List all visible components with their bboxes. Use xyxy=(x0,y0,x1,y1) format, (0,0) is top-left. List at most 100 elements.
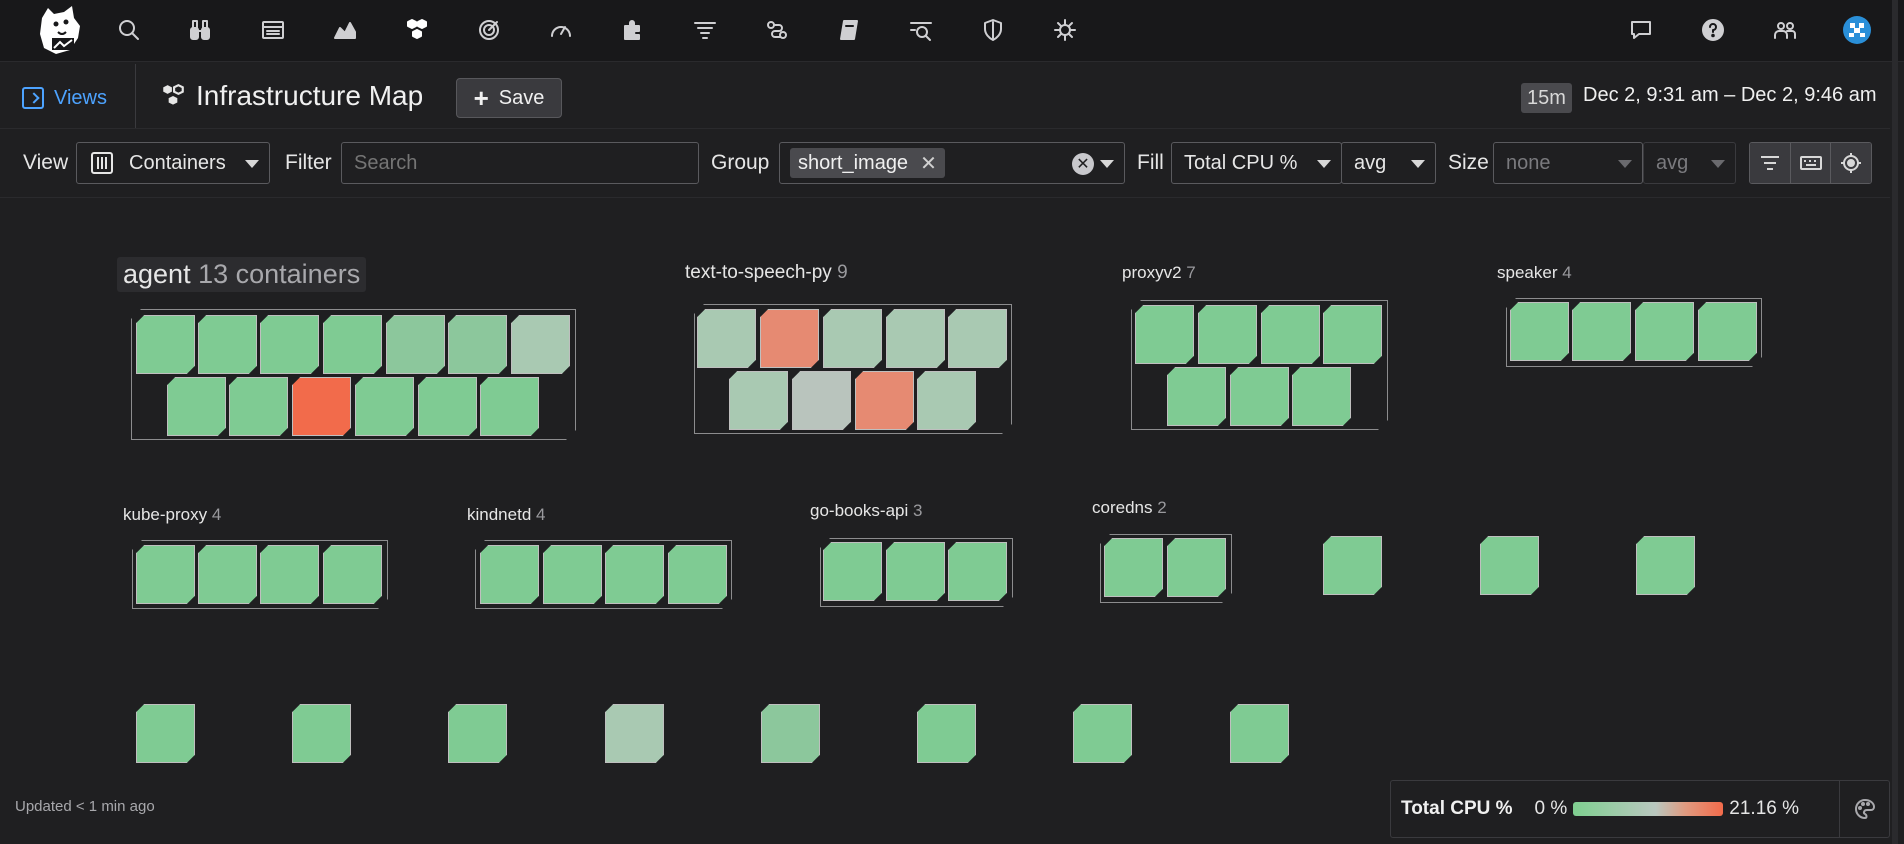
container-hex[interactable] xyxy=(1261,305,1320,364)
save-button[interactable]: + Save xyxy=(456,78,562,118)
container-hex[interactable] xyxy=(948,542,1007,601)
container-hex[interactable] xyxy=(697,309,756,368)
group-label-text-to-speech-py[interactable]: text-to-speech-py 9 xyxy=(685,262,848,284)
filter-options-button[interactable] xyxy=(1750,143,1791,183)
container-hex[interactable] xyxy=(136,704,195,763)
container-hex[interactable] xyxy=(1230,367,1289,426)
container-hex[interactable] xyxy=(792,371,851,430)
tag-remove-icon[interactable]: ✕ xyxy=(920,152,937,175)
container-hex[interactable] xyxy=(448,315,507,374)
view-select[interactable]: Containers xyxy=(76,142,270,184)
container-hex[interactable] xyxy=(448,704,507,763)
views-button[interactable]: Views xyxy=(22,84,107,112)
container-hex[interactable] xyxy=(886,542,945,601)
group-label-speaker[interactable]: speaker 4 xyxy=(1497,263,1572,283)
container-hex[interactable] xyxy=(292,704,351,763)
container-hex[interactable] xyxy=(1167,367,1226,426)
bug-icon[interactable] xyxy=(1052,17,1078,43)
container-hex[interactable] xyxy=(1198,305,1257,364)
size-metric-select[interactable]: none xyxy=(1493,142,1643,184)
container-hex[interactable] xyxy=(292,377,351,436)
container-hex[interactable] xyxy=(1230,704,1289,763)
logs-icon[interactable] xyxy=(692,17,718,43)
settings-button[interactable] xyxy=(1831,143,1871,183)
fill-metric-select[interactable]: Total CPU % xyxy=(1171,142,1342,184)
chart-area-icon[interactable] xyxy=(332,17,358,43)
container-hex[interactable] xyxy=(1323,536,1382,595)
group-label-kube-proxy[interactable]: kube-proxy 4 xyxy=(123,505,221,525)
container-hex[interactable] xyxy=(136,545,195,604)
filter-search-input[interactable] xyxy=(341,142,699,184)
container-hex[interactable] xyxy=(1698,302,1757,361)
time-window-badge[interactable]: 15m xyxy=(1521,83,1572,113)
container-hex[interactable] xyxy=(1323,305,1382,364)
notebook-icon[interactable] xyxy=(836,17,862,43)
help-icon[interactable] xyxy=(1700,17,1726,43)
container-hex[interactable] xyxy=(1135,305,1194,364)
container-hex[interactable] xyxy=(260,545,319,604)
apm-icon[interactable] xyxy=(476,17,502,43)
size-agg-select[interactable]: avg xyxy=(1643,142,1736,184)
shield-icon[interactable] xyxy=(980,17,1006,43)
container-hex[interactable] xyxy=(229,377,288,436)
container-hex[interactable] xyxy=(418,377,477,436)
gauge-icon[interactable] xyxy=(548,17,574,43)
keyboard-button[interactable] xyxy=(1790,143,1832,183)
container-hex[interactable] xyxy=(605,704,664,763)
dashboard-icon[interactable] xyxy=(260,17,286,43)
palette-button[interactable] xyxy=(1839,781,1889,837)
avatar-icon[interactable] xyxy=(1842,15,1872,45)
group-label-coredns[interactable]: coredns 2 xyxy=(1092,498,1167,518)
container-hex[interactable] xyxy=(355,377,414,436)
container-hex[interactable] xyxy=(323,545,382,604)
container-hex[interactable] xyxy=(136,315,195,374)
team-icon[interactable] xyxy=(1772,17,1798,43)
container-hex[interactable] xyxy=(480,545,539,604)
infrastructure-icon[interactable] xyxy=(404,17,430,43)
link-icon[interactable] xyxy=(764,17,790,43)
chat-icon[interactable] xyxy=(1628,17,1654,43)
time-range[interactable]: Dec 2, 9:31 am – Dec 2, 9:46 am xyxy=(1583,84,1877,106)
scrollbar-track[interactable] xyxy=(1892,0,1898,844)
container-hex[interactable] xyxy=(543,545,602,604)
container-hex[interactable] xyxy=(1635,302,1694,361)
group-select[interactable]: short_image ✕ ✕ xyxy=(779,142,1125,184)
container-hex[interactable] xyxy=(668,545,727,604)
container-hex[interactable] xyxy=(1510,302,1569,361)
container-hex[interactable] xyxy=(1636,536,1695,595)
group-label-proxyv2[interactable]: proxyv2 7 xyxy=(1122,263,1196,283)
group-label-agent[interactable]: agent 13 containers xyxy=(117,257,367,292)
container-hex[interactable] xyxy=(605,545,664,604)
container-hex[interactable] xyxy=(198,315,257,374)
binoculars-icon[interactable] xyxy=(187,17,213,43)
clear-icon[interactable]: ✕ xyxy=(1072,153,1094,175)
container-hex[interactable] xyxy=(323,315,382,374)
container-hex[interactable] xyxy=(886,309,945,368)
group-label-go-books-api[interactable]: go-books-api 3 xyxy=(810,501,922,521)
container-hex[interactable] xyxy=(480,377,539,436)
container-hex[interactable] xyxy=(1167,538,1226,597)
container-hex[interactable] xyxy=(1292,367,1351,426)
container-hex[interactable] xyxy=(729,371,788,430)
security-icon[interactable] xyxy=(908,17,934,43)
fill-agg-select[interactable]: avg xyxy=(1341,142,1436,184)
search-icon[interactable] xyxy=(116,17,142,43)
container-hex[interactable] xyxy=(1480,536,1539,595)
dog-logo-icon[interactable] xyxy=(34,4,86,58)
container-hex[interactable] xyxy=(260,315,319,374)
container-hex[interactable] xyxy=(760,309,819,368)
container-hex[interactable] xyxy=(823,309,882,368)
container-hex[interactable] xyxy=(761,704,820,763)
container-hex[interactable] xyxy=(948,309,1007,368)
container-hex[interactable] xyxy=(823,542,882,601)
container-hex[interactable] xyxy=(855,371,914,430)
container-hex[interactable] xyxy=(1572,302,1631,361)
container-hex[interactable] xyxy=(917,371,976,430)
container-hex[interactable] xyxy=(917,704,976,763)
integrations-icon[interactable] xyxy=(620,17,646,43)
group-label-kindnetd[interactable]: kindnetd 4 xyxy=(467,505,545,525)
container-hex[interactable] xyxy=(198,545,257,604)
container-hex[interactable] xyxy=(167,377,226,436)
container-hex[interactable] xyxy=(511,315,570,374)
container-hex[interactable] xyxy=(1104,538,1163,597)
